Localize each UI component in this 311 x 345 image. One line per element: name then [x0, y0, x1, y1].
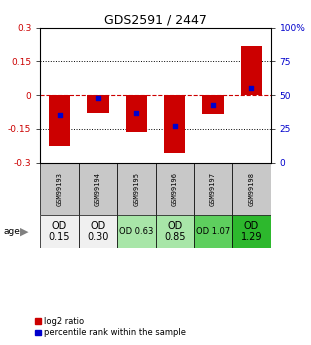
Bar	[87, 95, 109, 113]
Bar	[232, 215, 271, 248]
Bar	[40, 215, 79, 248]
Bar	[164, 95, 185, 152]
Text: OD 0.63: OD 0.63	[119, 227, 154, 236]
Bar	[194, 163, 232, 215]
Bar	[126, 95, 147, 132]
Point	[172, 124, 177, 129]
Bar	[117, 163, 156, 215]
Point	[249, 86, 254, 91]
Point	[57, 112, 62, 118]
Text: OD
0.15: OD 0.15	[49, 221, 70, 242]
Text: GSM99193: GSM99193	[57, 172, 63, 206]
Point	[211, 102, 216, 107]
Text: ▶: ▶	[20, 227, 29, 237]
Text: GSM99194: GSM99194	[95, 172, 101, 206]
Text: GSM99197: GSM99197	[210, 172, 216, 206]
Bar	[241, 46, 262, 95]
Legend: log2 ratio, percentile rank within the sample: log2 ratio, percentile rank within the s…	[35, 317, 186, 337]
Text: age: age	[3, 227, 20, 236]
Bar	[194, 215, 232, 248]
Text: OD
0.30: OD 0.30	[87, 221, 109, 242]
Text: GSM99195: GSM99195	[133, 172, 139, 206]
Text: GSM99196: GSM99196	[172, 172, 178, 206]
Bar	[79, 215, 117, 248]
Title: GDS2591 / 2447: GDS2591 / 2447	[104, 13, 207, 27]
Bar	[79, 163, 117, 215]
Text: GSM99198: GSM99198	[248, 172, 254, 206]
Bar	[40, 163, 79, 215]
Text: OD 1.07: OD 1.07	[196, 227, 230, 236]
Bar	[202, 95, 224, 114]
Bar	[49, 95, 70, 146]
Text: OD
1.29: OD 1.29	[241, 221, 262, 242]
Bar	[156, 215, 194, 248]
Bar	[117, 215, 156, 248]
Bar	[232, 163, 271, 215]
Bar	[156, 163, 194, 215]
Point	[95, 95, 100, 101]
Point	[134, 110, 139, 116]
Text: OD
0.85: OD 0.85	[164, 221, 185, 242]
